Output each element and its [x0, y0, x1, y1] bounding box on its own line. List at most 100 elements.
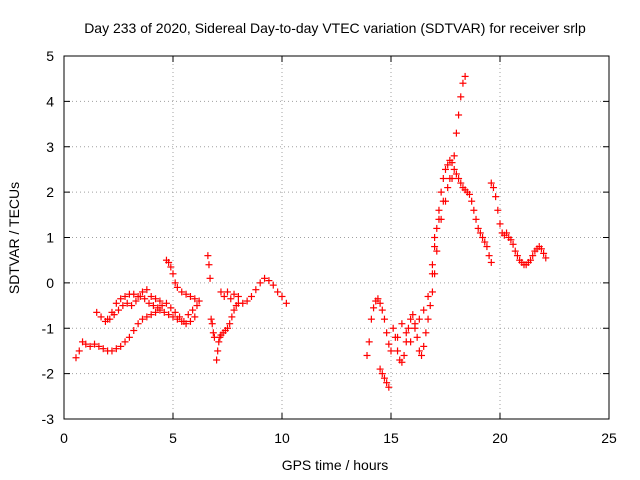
- data-point: [404, 324, 412, 332]
- data-point: [365, 338, 373, 346]
- data-point: [378, 370, 386, 378]
- data-point: [461, 72, 469, 80]
- data-point: [204, 252, 212, 260]
- data-point: [450, 152, 458, 160]
- data-point: [171, 279, 179, 287]
- y-tick-label: 2: [46, 184, 54, 200]
- data-point: [99, 345, 107, 353]
- data-point: [476, 229, 484, 237]
- data-point: [394, 347, 402, 355]
- data-point: [165, 258, 173, 266]
- data-point: [182, 290, 190, 298]
- data-point: [141, 295, 149, 303]
- data-point: [431, 234, 439, 241]
- data-point: [154, 304, 162, 312]
- data-point: [452, 129, 460, 137]
- data-point: [234, 292, 242, 300]
- data-point: [165, 311, 173, 319]
- data-point: [428, 270, 436, 278]
- data-point: [402, 329, 410, 337]
- data-point: [239, 299, 247, 307]
- data-point: [112, 299, 120, 307]
- data-point: [191, 313, 199, 321]
- y-tick-label: -2: [42, 366, 55, 382]
- data-point: [433, 247, 441, 255]
- data-point: [208, 320, 216, 328]
- x-tick-label: 25: [601, 430, 617, 446]
- data-point: [400, 351, 408, 359]
- data-point: [465, 190, 473, 198]
- data-point: [413, 333, 421, 341]
- data-point: [457, 93, 465, 101]
- data-point: [537, 245, 545, 253]
- data-point: [448, 175, 456, 183]
- y-tick-label: 1: [46, 230, 54, 246]
- data-point: [428, 288, 436, 296]
- data-point: [147, 292, 155, 300]
- data-point: [173, 283, 181, 291]
- data-point: [169, 270, 177, 278]
- data-point: [143, 313, 151, 321]
- data-point: [376, 299, 384, 307]
- data-point: [407, 338, 415, 346]
- data-point: [415, 315, 423, 323]
- x-tick-label: 0: [60, 430, 68, 446]
- data-point: [138, 288, 146, 296]
- data-point: [227, 295, 235, 303]
- data-point: [186, 317, 194, 325]
- data-point: [130, 290, 138, 298]
- data-point: [282, 299, 290, 307]
- data-point: [378, 306, 386, 314]
- data-point: [269, 281, 277, 289]
- data-point: [104, 315, 112, 323]
- data-point: [261, 274, 269, 282]
- data-point: [152, 295, 160, 303]
- data-point: [193, 302, 201, 310]
- data-point: [503, 229, 511, 237]
- y-tick-label: -1: [42, 320, 55, 336]
- data-point: [496, 220, 504, 228]
- data-point: [160, 308, 168, 316]
- data-point: [483, 243, 491, 251]
- data-point: [256, 279, 264, 287]
- data-point: [398, 358, 406, 366]
- data-point: [389, 324, 397, 332]
- grid: [64, 56, 609, 419]
- data-point: [125, 333, 133, 341]
- data-point: [540, 249, 548, 257]
- data-point: [115, 306, 122, 314]
- data-point: [380, 315, 388, 323]
- data-point: [424, 292, 432, 300]
- data-point: [186, 292, 194, 300]
- y-tick-label: -3: [42, 411, 55, 427]
- data-point: [207, 315, 215, 323]
- data-point: [195, 297, 203, 305]
- data-point: [457, 179, 465, 187]
- data-point: [380, 374, 388, 382]
- data-point: [121, 338, 129, 346]
- data-point: [376, 365, 384, 373]
- data-point: [407, 315, 415, 323]
- data-point: [180, 317, 188, 325]
- data-point: [108, 308, 116, 316]
- data-point: [162, 299, 170, 307]
- data-point: [507, 236, 515, 244]
- data-point: [509, 240, 517, 248]
- data-point: [206, 274, 214, 282]
- data-point: [492, 193, 500, 201]
- data-point: [117, 295, 125, 303]
- chart-title: Day 233 of 2020, Sidereal Day-to-day VTE…: [84, 20, 586, 36]
- data-point: [243, 297, 251, 305]
- data-point: [184, 311, 192, 319]
- data-point: [72, 354, 80, 362]
- data-point: [82, 340, 90, 348]
- data-point: [191, 295, 199, 303]
- data-point: [383, 379, 391, 387]
- data-point: [431, 243, 439, 251]
- data-point: [86, 342, 94, 350]
- data-point: [134, 292, 142, 300]
- data-point: [513, 252, 521, 260]
- data-point: [158, 302, 166, 310]
- data-point: [455, 175, 463, 183]
